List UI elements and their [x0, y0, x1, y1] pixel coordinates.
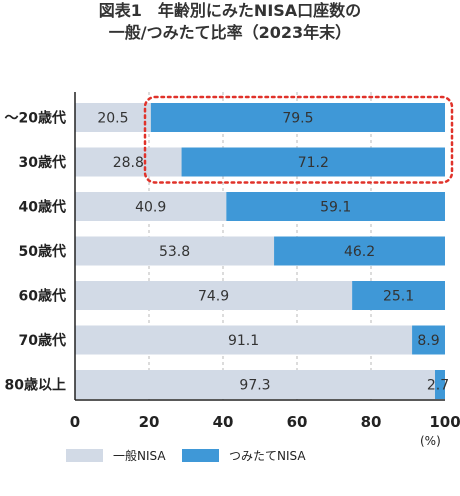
bar-general-1 — [75, 147, 182, 177]
legend-label-general: 一般NISA — [113, 448, 166, 463]
category-label: ～20歳代 — [5, 110, 66, 127]
data-label-tsumitate: 59.1 — [320, 200, 351, 216]
data-label-general: 28.8 — [113, 155, 144, 171]
bar-general-0 — [75, 103, 151, 132]
bar-tsumitate-1 — [181, 147, 445, 177]
bar-tsumitate-6 — [435, 370, 445, 399]
highlight-box — [143, 95, 454, 184]
chart-title-line2: 一般/つみたて比率（2023年末） — [108, 23, 352, 42]
data-label-general: 91.1 — [228, 333, 259, 349]
bar-tsumitate-4 — [352, 281, 445, 310]
x-tick-label: 80 — [361, 413, 382, 431]
legend-item-general: 一般NISA — [66, 447, 166, 463]
data-label-general: 53.8 — [159, 244, 190, 260]
bar-general-5 — [75, 325, 413, 355]
data-label-general: 40.9 — [135, 200, 166, 216]
data-label-general: 20.5 — [97, 111, 128, 127]
data-label-tsumitate: 8.9 — [417, 333, 439, 349]
category-label: 50歳代 — [19, 243, 66, 260]
bar-general-6 — [75, 370, 436, 399]
bar-tsumitate-2 — [226, 192, 445, 221]
data-label-tsumitate: 71.2 — [298, 155, 329, 171]
legend-label-tsumitate: つみたてNISA — [229, 448, 306, 463]
bar-tsumitate-3 — [274, 236, 445, 266]
bar-tsumitate-0 — [150, 103, 445, 132]
category-label: 40歳代 — [19, 199, 66, 216]
legend-item-tsumitate: つみたてNISA — [182, 447, 306, 463]
bar-general-4 — [75, 281, 353, 310]
x-tick-label: 20 — [139, 413, 160, 431]
data-label-tsumitate: 79.5 — [282, 111, 313, 127]
category-label: 70歳代 — [19, 332, 66, 349]
bar-general-2 — [75, 192, 227, 221]
data-label-tsumitate: 46.2 — [344, 244, 375, 260]
x-axis-unit-label: (%) — [420, 434, 441, 448]
x-tick-label: 0 — [70, 413, 80, 431]
x-tick-label: 100 — [429, 413, 460, 431]
data-label-tsumitate: 25.1 — [383, 289, 414, 305]
x-tick-label: 40 — [213, 413, 234, 431]
category-label: 60歳代 — [19, 288, 66, 305]
legend-swatch-tsumitate — [182, 448, 219, 462]
bar-tsumitate-5 — [412, 325, 445, 355]
category-label: 30歳代 — [19, 154, 66, 171]
legend-swatch-general — [66, 448, 103, 462]
data-label-tsumitate: 2.7 — [427, 378, 449, 394]
x-tick-label: 60 — [287, 413, 308, 431]
category-label: 80歳以上 — [5, 377, 66, 394]
data-label-general: 97.3 — [239, 378, 270, 394]
chart-title-line1: 図表1 年齢別にみたNISA口座数の — [98, 1, 362, 20]
data-label-general: 74.9 — [198, 289, 229, 305]
bar-general-3 — [75, 236, 275, 266]
